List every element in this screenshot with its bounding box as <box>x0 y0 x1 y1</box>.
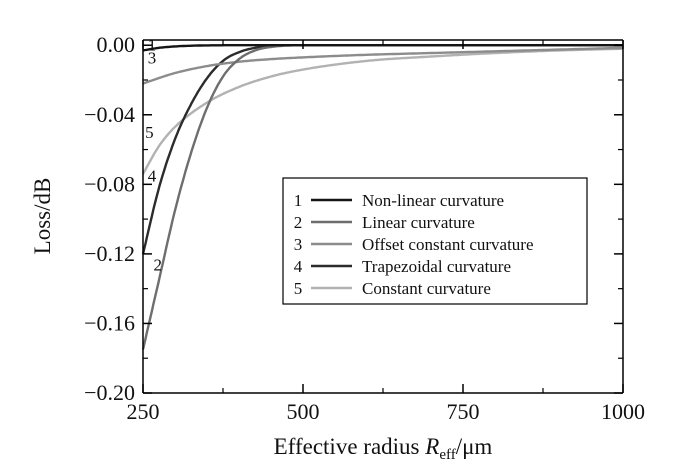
legend-entry-1: 1 Non-linear curvature <box>294 191 504 210</box>
x-axis-title-subscript: eff <box>439 447 455 463</box>
legend-number: 4 <box>294 257 303 276</box>
x-tick-label: 1000 <box>601 399 645 424</box>
legend-number: 1 <box>294 191 303 210</box>
y-tick-label: 0.00 <box>97 32 136 57</box>
curve-labels: 1 2 3 4 5 <box>145 35 162 274</box>
legend-label: Trapezoidal curvature <box>362 257 511 276</box>
legend-label: Offset constant curvature <box>362 235 534 254</box>
x-tick-label: 750 <box>447 399 480 424</box>
legend-entry-2: 2 Linear curvature <box>294 213 475 232</box>
curve-label-5: 5 <box>145 123 154 142</box>
legend-entry-3: 3 Offset constant curvature <box>294 235 534 254</box>
x-axis-title-unit: /μm <box>456 434 493 459</box>
y-tick-label: −0.08 <box>84 171 135 196</box>
legend-number: 5 <box>294 279 303 298</box>
ticks <box>142 40 624 394</box>
x-tick-label: 500 <box>287 399 320 424</box>
y-tick-label: −0.04 <box>84 102 135 127</box>
legend-number: 3 <box>294 235 303 254</box>
curve-label-1: 1 <box>148 35 157 54</box>
x-axis-title: Effective radius Reff/μm <box>274 434 493 463</box>
curve-label-2: 2 <box>153 255 162 274</box>
x-axis-title-symbol: R <box>424 434 439 459</box>
y-tick-label: −0.16 <box>84 310 135 335</box>
legend-entry-4: 4 Trapezoidal curvature <box>294 257 511 276</box>
y-tick-label: −0.12 <box>84 241 135 266</box>
legend-label: Non-linear curvature <box>362 191 504 210</box>
legend-label: Constant curvature <box>362 279 491 298</box>
legend: 1 Non-linear curvature 2 Linear curvature 3 O… <box>282 177 588 305</box>
curve-3 <box>142 46 624 85</box>
curve-label-3: 3 <box>148 48 157 67</box>
x-tick-label: 250 <box>127 399 160 424</box>
legend-entry-5: 5 Constant curvature <box>294 279 491 298</box>
curve-1 <box>142 44 623 52</box>
curves <box>141 44 624 350</box>
y-axis-title: Loss/dB <box>30 178 55 255</box>
y-tick-label: −0.20 <box>84 380 135 405</box>
curve-label-4: 4 <box>148 167 157 186</box>
legend-number: 2 <box>294 213 303 232</box>
legend-label: Linear curvature <box>362 213 475 232</box>
x-axis-title-main: Effective radius <box>274 434 426 459</box>
